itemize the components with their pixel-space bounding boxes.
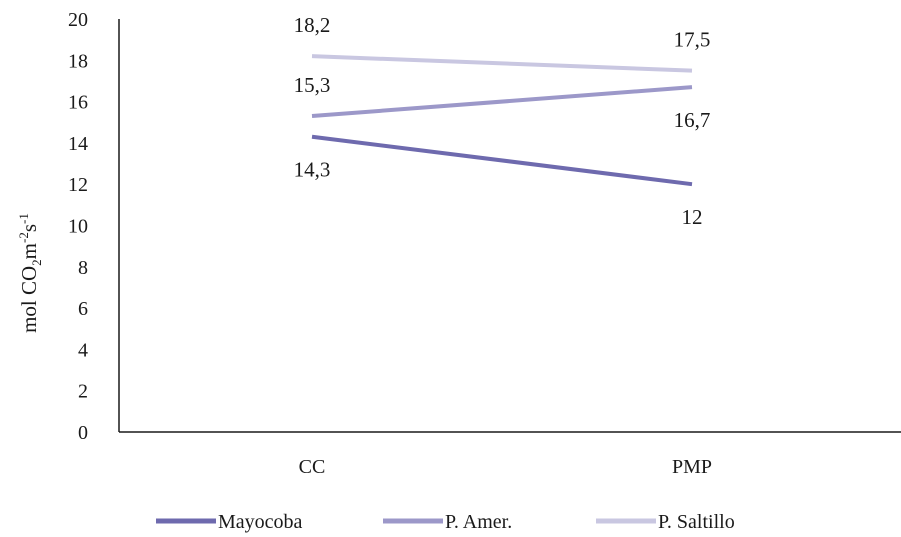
series-lines bbox=[311, 54, 693, 187]
legend-label-p-saltillo: P. Saltillo bbox=[658, 511, 735, 533]
y-tick-label-10: 10 bbox=[68, 216, 88, 238]
y-tick-labels: 0 2 4 6 8 10 12 14 16 18 20 bbox=[68, 9, 88, 444]
data-label-p-saltillo-cc: 18,2 bbox=[294, 13, 331, 37]
data-label-mayocoba-pmp: 12 bbox=[682, 205, 703, 229]
y-tick-label-2: 2 bbox=[78, 381, 88, 403]
legend: Mayocoba P. Amer. P. Saltillo bbox=[156, 511, 735, 533]
y-axis-title-sub: 2 bbox=[29, 259, 44, 266]
y-tick-label-12: 12 bbox=[68, 174, 88, 196]
data-labels: 14,3 12 15,3 16,7 18,2 17,5 bbox=[294, 13, 711, 229]
series-line-p-amer bbox=[311, 85, 693, 119]
data-label-mayocoba-cc: 14,3 bbox=[294, 158, 331, 182]
y-axis-title-sup1: -2 bbox=[16, 232, 31, 243]
y-axis-title: mol CO2m-2s-1 bbox=[16, 213, 44, 333]
y-tick-label-18: 18 bbox=[68, 50, 88, 72]
y-tick-label-4: 4 bbox=[78, 339, 88, 361]
legend-label-mayocoba: Mayocoba bbox=[218, 511, 303, 533]
data-label-p-amer-pmp: 16,7 bbox=[674, 108, 711, 132]
y-axis-title-mid2: s bbox=[17, 224, 41, 232]
y-tick-label-0: 0 bbox=[78, 422, 88, 444]
data-label-p-amer-cc: 15,3 bbox=[294, 73, 331, 97]
x-category-labels: CC PMP bbox=[299, 456, 712, 478]
data-label-p-saltillo-pmp: 17,5 bbox=[674, 28, 711, 52]
y-tick-label-16: 16 bbox=[68, 92, 88, 114]
y-tick-label-8: 8 bbox=[78, 257, 88, 279]
series-line-p-saltillo bbox=[311, 54, 693, 73]
y-axis-title-sup2: -1 bbox=[16, 213, 31, 224]
y-axis-title-base: mol CO bbox=[17, 266, 41, 333]
svg-text:mol CO2m-2s-1: mol CO2m-2s-1 bbox=[16, 213, 44, 333]
y-axis-title-mid: m bbox=[17, 243, 41, 259]
legend-label-p-amer: P. Amer. bbox=[445, 511, 512, 533]
series-line-mayocoba bbox=[311, 134, 693, 187]
y-tick-label-20: 20 bbox=[68, 9, 88, 31]
x-category-label-cc: CC bbox=[299, 456, 326, 478]
y-tick-label-14: 14 bbox=[68, 133, 88, 155]
x-category-label-pmp: PMP bbox=[672, 456, 712, 478]
y-tick-label-6: 6 bbox=[78, 298, 88, 320]
